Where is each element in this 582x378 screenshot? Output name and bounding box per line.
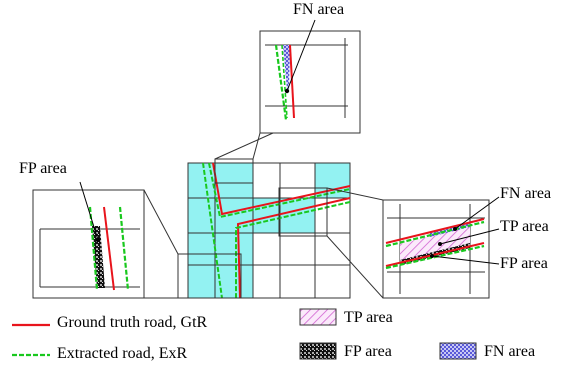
label-fp-left: FP area bbox=[19, 160, 67, 177]
fp-area-shape bbox=[92, 226, 105, 288]
legend-gtr-label: Ground truth road, GtR bbox=[57, 314, 208, 331]
label-fn-right: FN area bbox=[500, 185, 552, 202]
zoom-panel-left bbox=[32, 181, 179, 299]
zoom-source-right bbox=[278, 187, 328, 237]
fn-area-shape bbox=[283, 45, 290, 90]
zoom-source-left bbox=[177, 253, 242, 299]
legend-symbols bbox=[12, 308, 477, 360]
buffer-cell bbox=[188, 163, 215, 298]
tp-area-shape bbox=[400, 226, 470, 263]
label-fp-right: FP area bbox=[500, 255, 548, 272]
zoom-panel-top bbox=[214, 19, 361, 160]
main-grid bbox=[177, 158, 351, 299]
buffer-cell bbox=[215, 163, 253, 198]
legend-fn-swatch bbox=[439, 342, 477, 360]
label-tp-right: TP area bbox=[500, 218, 549, 235]
label-fn-top: FN area bbox=[293, 1, 345, 18]
legend-fn-label: FN area bbox=[484, 343, 536, 360]
legend-fp-label: FP area bbox=[344, 343, 392, 360]
legend-exr-label: Extracted road, ExR bbox=[57, 345, 188, 362]
legend-tp-swatch bbox=[299, 308, 337, 326]
legend-tp-label: TP area bbox=[344, 309, 393, 326]
zoom-panel-right bbox=[326, 187, 500, 299]
legend-fp-swatch bbox=[299, 342, 337, 360]
zoom-source-top bbox=[214, 158, 254, 184]
